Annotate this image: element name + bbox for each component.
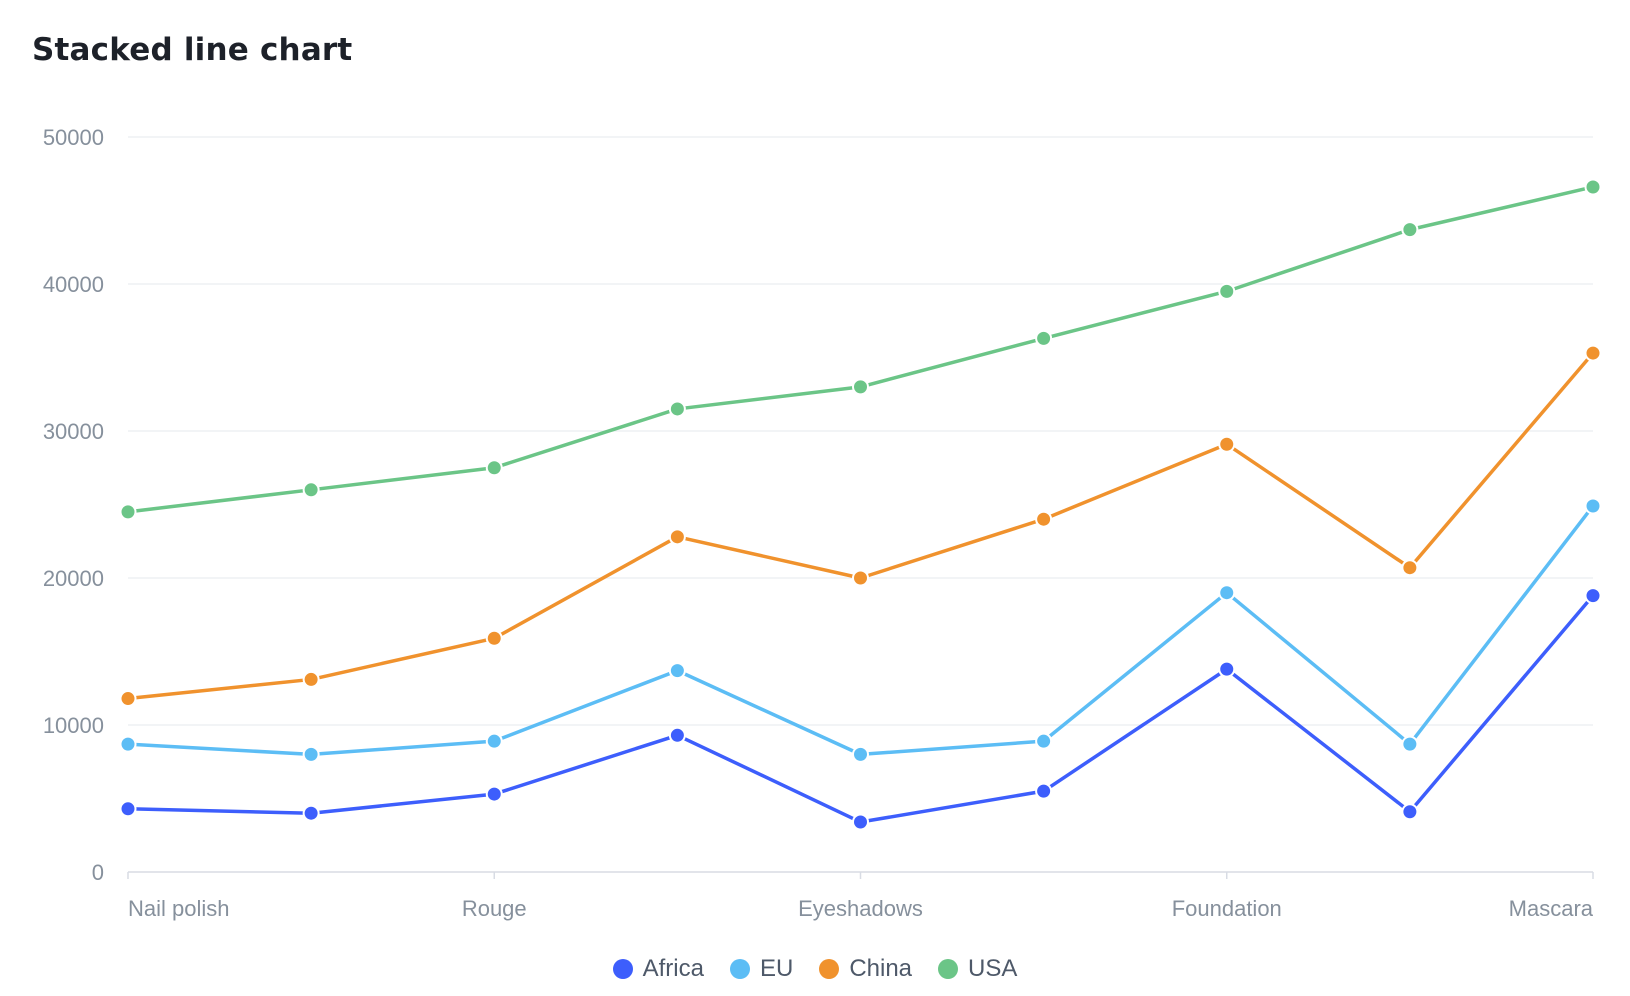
data-point-usa[interactable] [302,481,320,499]
data-point-africa[interactable] [852,813,869,831]
x-tick-label: Foundation [1172,896,1282,921]
legend-dot-icon [612,959,633,979]
data-point-usa[interactable] [1401,221,1419,239]
data-point-eu[interactable] [1218,584,1236,602]
data-point-eu[interactable] [1584,497,1602,515]
data-point-africa[interactable] [668,726,686,744]
x-tick-label: Nail polish [128,896,230,921]
series-usa [119,178,1602,521]
legend-item-eu[interactable]: EU [729,955,794,983]
legend-label: EU [759,955,794,982]
y-tick-label: 50000 [43,125,104,150]
series-china [119,344,1602,708]
legend: Africa EU China USA [0,955,1630,983]
data-point-africa[interactable] [1035,782,1053,800]
data-point-china[interactable] [1218,435,1236,453]
series-line-africa [126,593,1595,824]
y-tick-label: 10000 [43,713,104,738]
data-point-africa[interactable] [302,804,320,822]
data-point-eu[interactable] [1035,732,1053,750]
series-eu [119,497,1602,763]
y-tick-label: 0 [92,860,104,885]
data-point-africa[interactable] [119,800,137,818]
data-point-usa[interactable] [852,378,869,396]
data-point-eu[interactable] [119,735,137,753]
legend-item-africa[interactable]: Africa [612,955,704,983]
data-point-usa[interactable] [485,459,503,477]
data-point-africa[interactable] [1218,660,1236,678]
y-tick-label: 40000 [43,272,104,297]
x-tick-label: Eyeshadows [798,896,923,921]
data-point-usa[interactable] [668,400,686,418]
legend-item-china[interactable]: China [819,955,912,983]
series-lines [119,178,1602,831]
series-line-usa [126,185,1595,514]
chart-title: Stacked line chart [32,32,353,68]
legend-dot-icon [729,959,750,979]
x-tick-label: Rouge [462,896,527,921]
grid-lines [128,136,1593,726]
data-point-eu[interactable] [852,745,869,763]
x-axis [127,871,1594,879]
data-point-africa[interactable] [1584,587,1602,605]
data-point-china[interactable] [302,670,320,688]
y-tick-label: 20000 [43,566,104,591]
data-point-usa[interactable] [1584,178,1602,196]
data-point-usa[interactable] [1218,282,1236,300]
series-line-china [126,351,1595,701]
data-point-eu[interactable] [1401,735,1419,753]
data-point-africa[interactable] [1401,803,1419,821]
legend-dot-icon [819,959,840,979]
legend-label: Africa [642,955,704,982]
data-point-china[interactable] [1584,344,1602,362]
y-tick-label: 30000 [43,419,104,444]
legend-label: USA [968,955,1018,982]
data-point-china[interactable] [668,528,686,546]
data-point-eu[interactable] [302,745,320,763]
legend-dot-icon [938,959,959,979]
data-point-china[interactable] [1035,510,1053,528]
data-point-eu[interactable] [668,662,686,680]
data-point-china[interactable] [485,629,503,647]
tick-labels: 0 10000 20000 30000 40000 50000 Nail polish Rou… [43,125,1594,921]
series-africa [119,587,1602,831]
data-point-china[interactable] [852,569,869,587]
legend-item-usa[interactable]: USA [938,955,1017,983]
data-point-usa[interactable] [1035,329,1053,347]
data-point-china[interactable] [1401,559,1419,577]
x-tick-label: Mascara [1509,896,1594,921]
data-point-africa[interactable] [485,785,503,803]
data-point-china[interactable] [119,690,137,708]
data-point-usa[interactable] [119,503,137,521]
data-point-eu[interactable] [485,732,503,750]
legend-label: China [849,955,913,982]
